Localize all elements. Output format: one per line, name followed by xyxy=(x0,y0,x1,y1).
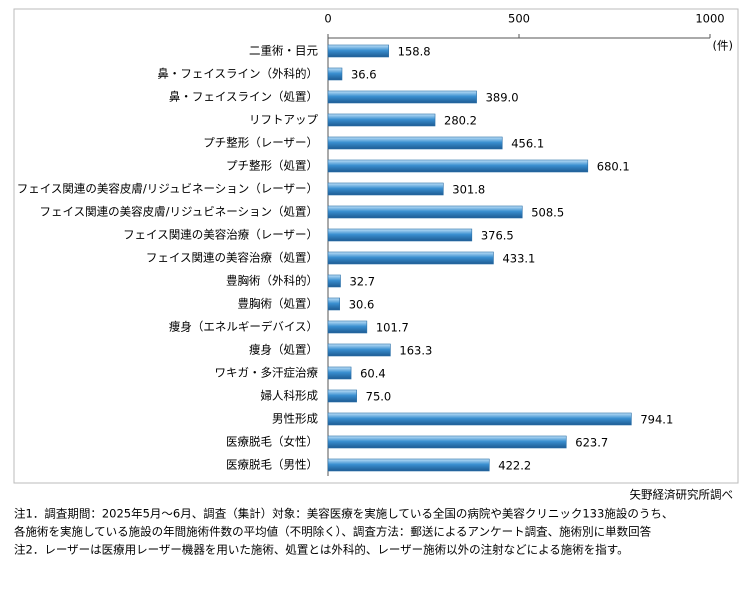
y-tick-label: 痩身（処置） xyxy=(249,343,318,357)
y-tick-label: 痩身（エネルギーデバイス） xyxy=(169,320,318,334)
x-tick-label: 1000 xyxy=(695,12,724,26)
value-label: 301.8 xyxy=(452,183,485,197)
bar xyxy=(327,389,357,403)
y-tick-label: 医療脱毛（男性） xyxy=(226,458,318,472)
y-tick-label: フェイス関連の美容治療（処置） xyxy=(146,251,318,265)
value-label: 422.2 xyxy=(498,459,531,473)
bar xyxy=(327,67,343,81)
bar xyxy=(327,274,341,288)
y-tick-label: フェイス関連の美容皮膚/リジュビネーション（レーザー） xyxy=(17,182,318,196)
bar xyxy=(327,320,368,334)
bar xyxy=(327,44,389,58)
note: 各施術を実施している施設の年間施術件数の平均値（不明除く）、調査方法：郵送による… xyxy=(14,525,652,539)
bar xyxy=(327,136,503,150)
bar xyxy=(327,205,523,219)
value-label: 32.7 xyxy=(349,275,375,289)
value-label: 280.2 xyxy=(444,114,477,128)
bar xyxy=(327,343,391,357)
value-label: 163.3 xyxy=(399,344,432,358)
y-tick-label: プチ整形（レーザー） xyxy=(203,136,318,150)
bar xyxy=(327,251,494,265)
note: 注2．レーザーは医療用レーザー機器を用いた施術、処置とは外科的、レーザー施術以外… xyxy=(14,543,629,557)
y-tick-label: フェイス関連の美容皮膚/リジュビネーション（処置） xyxy=(40,205,319,219)
y-tick-label: 男性形成 xyxy=(272,412,318,426)
value-label: 456.1 xyxy=(511,137,544,151)
y-tick-label: ワキガ・多汗症治療 xyxy=(215,366,319,380)
plot-frame xyxy=(13,8,739,484)
value-label: 794.1 xyxy=(640,413,673,427)
x-tick-label: 500 xyxy=(508,12,530,26)
value-label: 433.1 xyxy=(502,252,535,266)
bar xyxy=(327,366,352,380)
source: 矢野経済研究所調べ xyxy=(630,488,734,502)
bar xyxy=(327,458,490,472)
bar xyxy=(327,412,632,426)
x-tick-label: 0 xyxy=(324,12,331,26)
value-label: 60.4 xyxy=(360,367,386,381)
y-tick-label: 二重術・目元 xyxy=(249,44,318,58)
y-tick-label: 鼻・フェイスライン（処置） xyxy=(169,90,318,104)
y-tick-label: 婦人科形成 xyxy=(261,389,319,403)
y-tick-label: プチ整形（処置） xyxy=(226,159,318,173)
value-label: 75.0 xyxy=(366,390,392,404)
value-label: 36.6 xyxy=(351,68,377,82)
bar xyxy=(327,182,444,196)
value-label: 680.1 xyxy=(597,160,630,174)
y-tick-label: 鼻・フェイスライン（外科的） xyxy=(157,67,318,81)
value-label: 508.5 xyxy=(531,206,564,220)
value-label: 376.5 xyxy=(481,229,514,243)
bar xyxy=(327,228,473,242)
bar xyxy=(327,159,589,173)
bar xyxy=(327,297,340,311)
y-tick-label: 豊胸術（処置） xyxy=(238,297,319,311)
y-tick-label: 医療脱毛（女性） xyxy=(226,435,318,449)
y-tick-label: フェイス関連の美容治療（レーザー） xyxy=(123,228,318,242)
bar xyxy=(327,90,477,104)
note: 注1．調査期間：2025年5月～6月、調査（集計）対象：美容医療を実施している全… xyxy=(14,507,673,521)
value-label: 389.0 xyxy=(486,91,519,105)
y-tick-label: 豊胸術（外科的） xyxy=(226,274,318,288)
value-label: 623.7 xyxy=(575,436,608,450)
y-tick-label: リフトアップ xyxy=(249,113,318,127)
value-label: 158.8 xyxy=(398,45,431,59)
bar xyxy=(327,113,436,127)
bar xyxy=(327,435,567,449)
unit-label: (件) xyxy=(713,39,733,53)
value-label: 30.6 xyxy=(349,298,375,312)
value-label: 101.7 xyxy=(376,321,409,335)
